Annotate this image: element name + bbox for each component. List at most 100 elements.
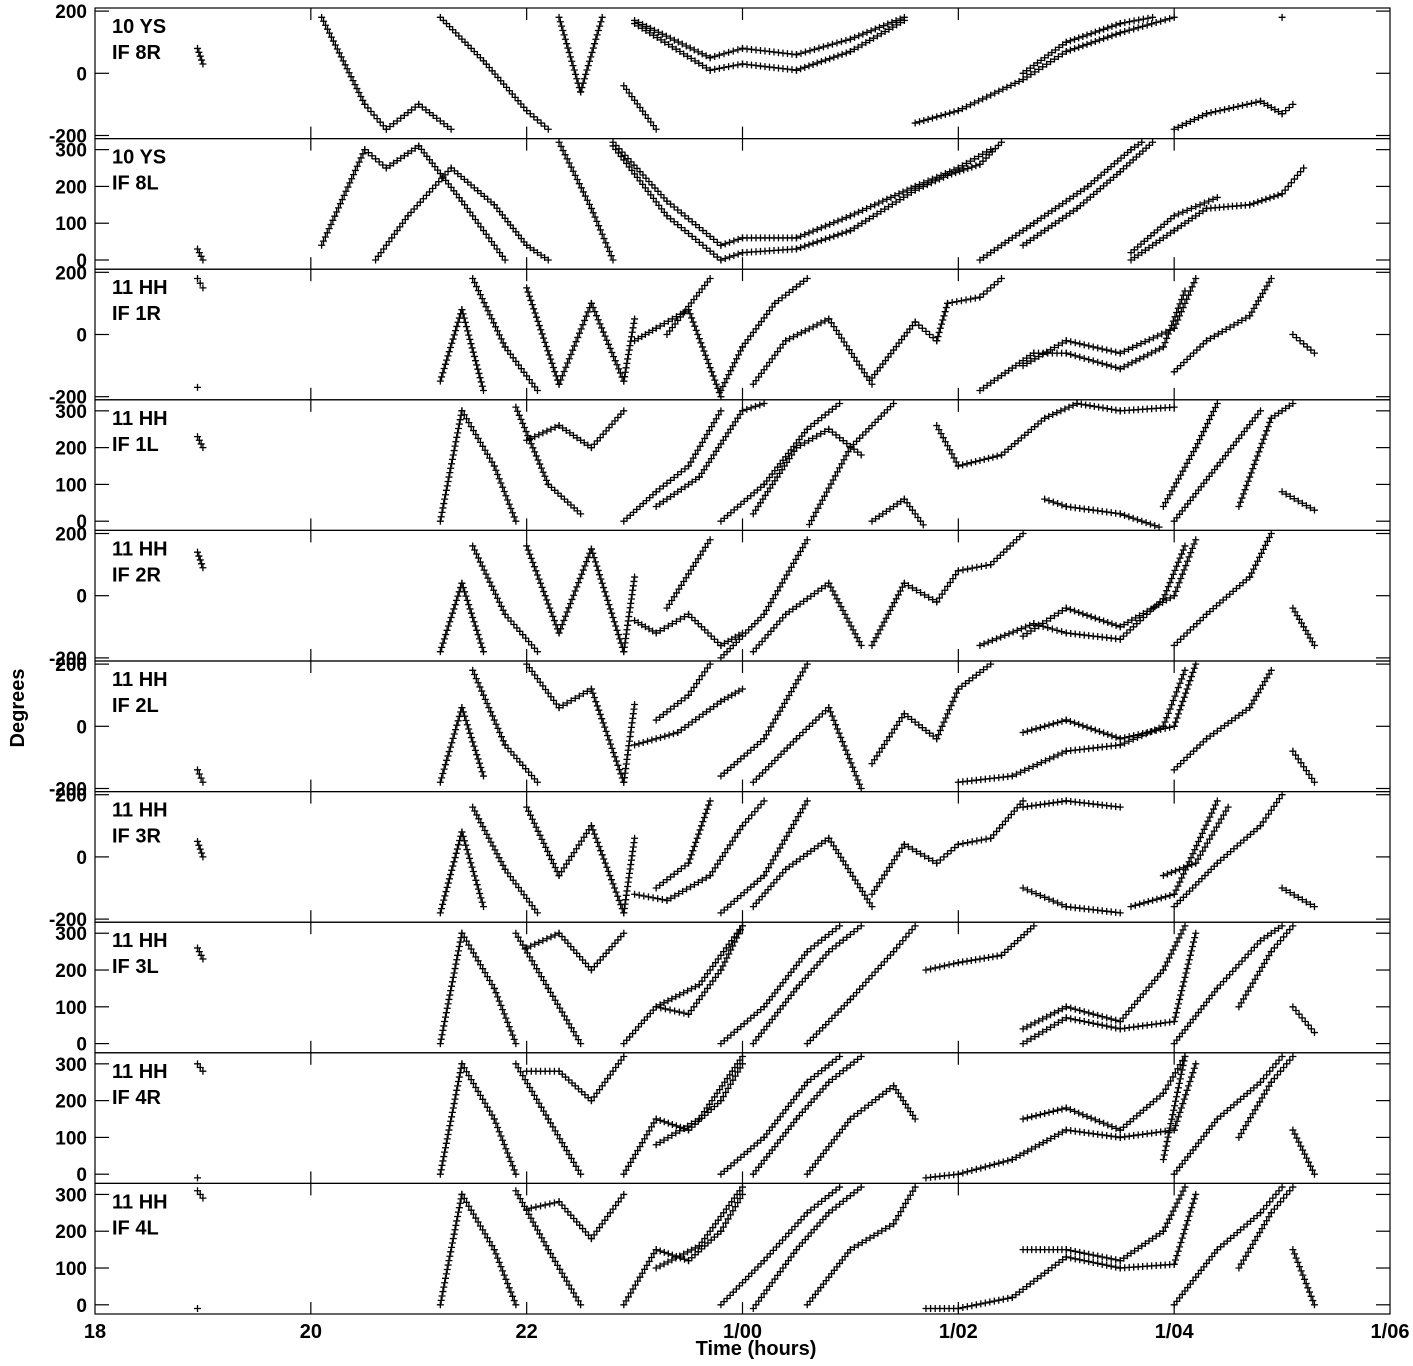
- data-point: [616, 766, 623, 773]
- data-point: [631, 574, 638, 581]
- data-point: [1096, 37, 1103, 44]
- data-point: [479, 644, 486, 651]
- data-point: [597, 711, 604, 718]
- data-point: [448, 867, 455, 874]
- data-point: [1170, 1107, 1177, 1114]
- data-point: [512, 1171, 519, 1178]
- data-point: [814, 238, 821, 245]
- data-point: [455, 1078, 462, 1085]
- data-point: [463, 323, 470, 330]
- data-point: [1190, 623, 1197, 630]
- data-point: [506, 1284, 513, 1291]
- data-point: [448, 1113, 455, 1120]
- data-point: [818, 237, 825, 244]
- data-point: [1104, 619, 1111, 626]
- data-point: [615, 631, 622, 638]
- data-point: [548, 609, 555, 616]
- data-point: [1071, 45, 1078, 52]
- data-point: [444, 627, 451, 634]
- panel-station-label: 11 HH: [112, 408, 168, 430]
- data-point: [1099, 1013, 1106, 1020]
- data-point: [457, 1200, 464, 1207]
- data-point: [982, 1163, 989, 1170]
- data-point: [457, 939, 464, 946]
- data-point: [1282, 107, 1289, 114]
- data-point: [468, 734, 475, 741]
- data-point: [516, 412, 523, 419]
- panel-points: [194, 791, 1318, 916]
- data-point: [511, 1297, 518, 1304]
- data-point: [1096, 1118, 1103, 1125]
- data-point: [1163, 587, 1170, 594]
- data-point: [929, 115, 936, 122]
- data-point: [504, 1149, 511, 1156]
- data-point: [458, 704, 465, 711]
- data-point: [1117, 29, 1124, 36]
- data-point: [452, 854, 459, 861]
- data-point: [963, 296, 970, 303]
- data-point: [1189, 283, 1196, 290]
- data-point: [1192, 661, 1199, 668]
- data-point: [599, 851, 606, 858]
- data-point: [1076, 354, 1083, 361]
- data-point: [705, 802, 712, 809]
- data-point: [916, 118, 923, 125]
- data-point: [1085, 1009, 1092, 1016]
- data-point: [494, 993, 501, 1000]
- data-point: [756, 401, 763, 408]
- data-point: [1128, 903, 1135, 910]
- data-point: [1044, 624, 1051, 631]
- y-tick-label: 100: [55, 1128, 87, 1149]
- data-point: [454, 846, 461, 853]
- data-point: [1112, 364, 1119, 371]
- data-point: [566, 49, 573, 56]
- data-point: [806, 47, 813, 54]
- data-point: [1003, 546, 1010, 553]
- data-point: [593, 563, 600, 570]
- data-point: [567, 351, 574, 358]
- data-point: [1189, 669, 1196, 676]
- data-point: [1166, 724, 1173, 731]
- data-point: [473, 361, 480, 368]
- data-point: [496, 998, 503, 1005]
- data-point: [1024, 1114, 1031, 1121]
- data-point: [927, 965, 934, 972]
- data-point: [953, 690, 960, 697]
- data-point: [612, 357, 619, 364]
- data-point: [940, 312, 947, 319]
- y-tick-label: 0: [76, 717, 87, 738]
- data-point: [1158, 894, 1165, 901]
- data-point: [1259, 440, 1266, 447]
- data-point: [1178, 987, 1185, 994]
- data-point: [455, 1209, 462, 1216]
- data-point: [445, 880, 452, 887]
- panel-channel-label: IF 1R: [112, 303, 161, 325]
- data-point: [1144, 729, 1151, 736]
- data-point: [1217, 107, 1224, 114]
- panel-frame: [95, 530, 1390, 661]
- data-point: [581, 562, 588, 569]
- data-point: [1081, 1008, 1088, 1015]
- data-point: [441, 635, 448, 642]
- data-point: [492, 1250, 499, 1257]
- data-point: [478, 378, 485, 385]
- data-point: [472, 357, 479, 364]
- data-point: [496, 475, 503, 482]
- data-point: [830, 219, 837, 226]
- data-point: [1117, 510, 1124, 517]
- data-point: [938, 321, 945, 328]
- data-point: [994, 555, 1001, 562]
- data-point: [437, 909, 444, 916]
- data-point: [698, 623, 705, 630]
- data-point: [1188, 673, 1195, 680]
- data-point: [440, 500, 447, 507]
- data-point: [748, 404, 755, 411]
- data-point: [955, 959, 962, 966]
- data-point: [842, 747, 849, 754]
- panel-channel-label: IF 8R: [112, 42, 161, 64]
- data-point: [610, 614, 617, 621]
- data-point: [439, 1027, 446, 1034]
- data-point: [1084, 32, 1091, 39]
- data-point: [451, 331, 458, 338]
